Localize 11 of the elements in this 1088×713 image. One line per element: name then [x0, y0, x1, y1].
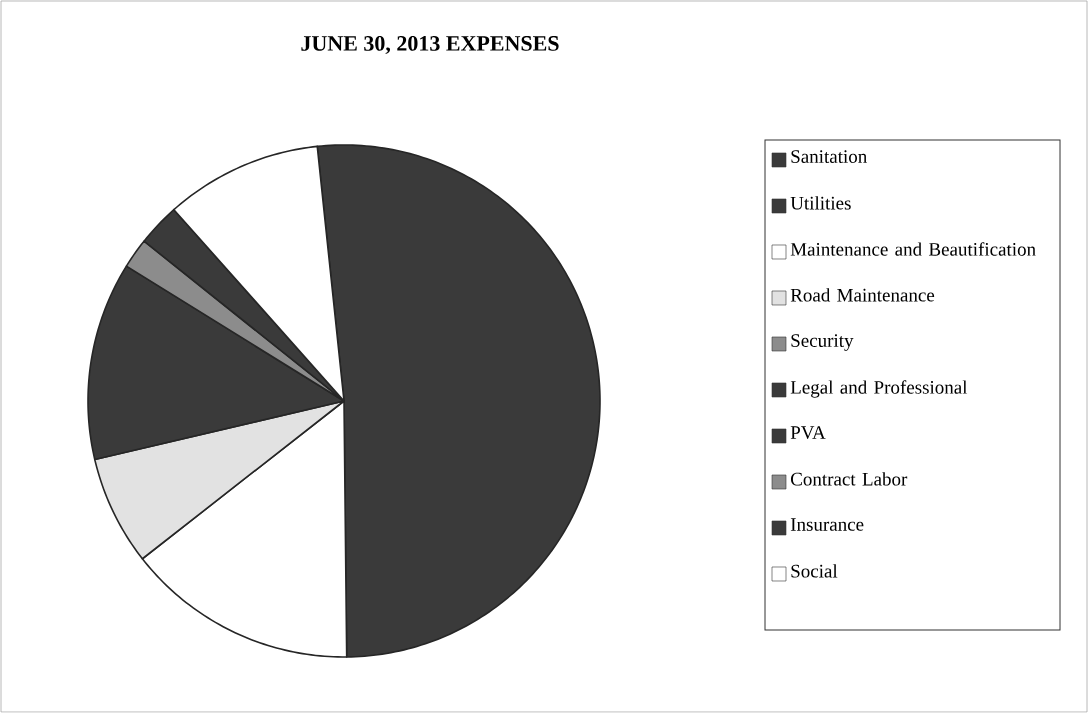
- legend-label: Legal and Professional: [790, 380, 968, 398]
- legend-label: Maintenance and Beautification: [790, 242, 1036, 256]
- legend-label: Sanitation: [791, 150, 867, 163]
- legend-label: Utilities: [790, 196, 851, 210]
- legend-label: Social: [791, 564, 838, 578]
- chart-title: JUNE 30, 2013 EXPENSES: [301, 35, 559, 55]
- legend-label: PVA: [790, 426, 826, 440]
- legend-label: Insurance: [790, 518, 864, 531]
- legend-label: Contract Labor: [790, 472, 908, 486]
- legend-label: Security: [791, 334, 854, 351]
- legend-label: Road Maintenance: [790, 288, 935, 302]
